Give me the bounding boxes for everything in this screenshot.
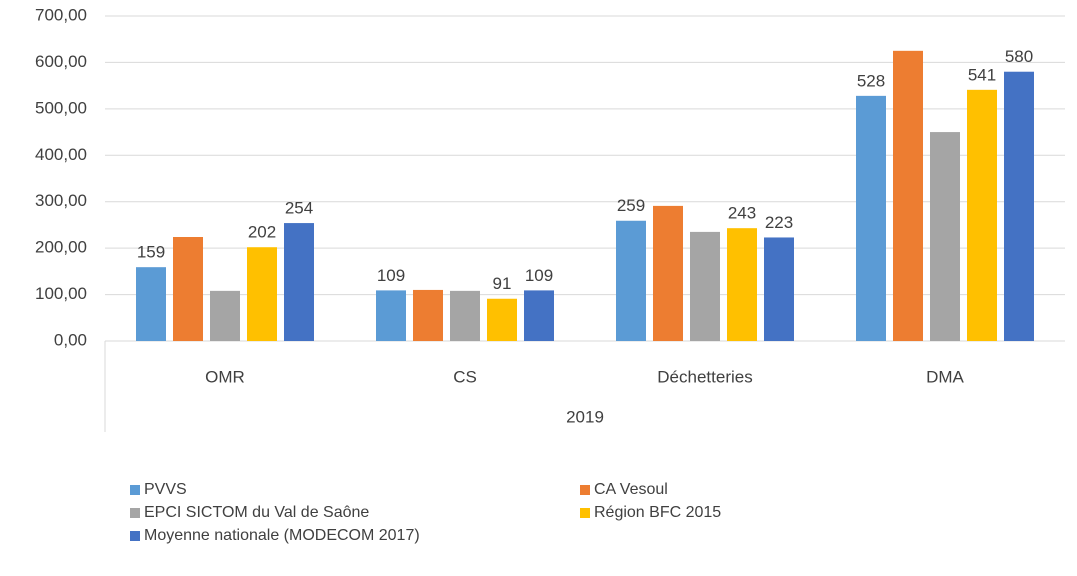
bar — [616, 220, 646, 341]
data-label: 541 — [968, 65, 996, 84]
bar — [136, 267, 166, 341]
data-label: 91 — [493, 274, 512, 293]
legend-label: EPCI SICTOM du Val de Saône — [144, 504, 369, 521]
bar — [764, 237, 794, 341]
y-tick-label: 700,00 — [35, 5, 87, 24]
legend-label: PVVS — [144, 481, 187, 498]
legend-swatch — [580, 485, 590, 495]
bar — [967, 89, 997, 341]
data-label: 254 — [285, 199, 313, 218]
y-tick-label: 100,00 — [35, 284, 87, 303]
group-label: 2019 — [566, 407, 604, 426]
data-label: 159 — [137, 243, 165, 262]
bar — [727, 228, 757, 341]
bar — [690, 231, 720, 341]
data-label: 259 — [617, 196, 645, 215]
bar — [930, 132, 960, 341]
y-tick-label: 0,00 — [54, 330, 87, 349]
y-tick-label: 200,00 — [35, 238, 87, 257]
bar — [487, 298, 517, 341]
legend-swatch — [130, 531, 140, 541]
bar — [450, 290, 480, 341]
bar — [376, 290, 406, 341]
data-label: 109 — [377, 266, 405, 285]
legend-swatch — [580, 508, 590, 518]
bar — [893, 50, 923, 341]
data-label: 580 — [1005, 47, 1033, 66]
data-label: 528 — [857, 71, 885, 90]
x-tick-label: Déchetteries — [657, 367, 752, 386]
bar — [173, 237, 203, 341]
bar — [284, 223, 314, 341]
legend-swatch — [130, 485, 140, 495]
y-tick-label: 400,00 — [35, 145, 87, 164]
legend-label: Région BFC 2015 — [594, 504, 721, 521]
data-label: 109 — [525, 266, 553, 285]
y-tick-label: 300,00 — [35, 191, 87, 210]
bar — [210, 290, 240, 341]
bar — [653, 205, 683, 341]
x-tick-label: OMR — [205, 367, 245, 386]
bar — [524, 290, 554, 341]
bar — [413, 289, 443, 341]
bar — [247, 247, 277, 341]
data-label: 202 — [248, 223, 276, 242]
data-label: 223 — [765, 213, 793, 232]
legend-label: CA Vesoul — [594, 481, 668, 498]
legend-label: Moyenne nationale (MODECOM 2017) — [144, 527, 420, 544]
bar — [856, 95, 886, 341]
y-tick-label: 600,00 — [35, 52, 87, 71]
data-label: 243 — [728, 204, 756, 223]
legend-swatch — [130, 508, 140, 518]
x-tick-label: DMA — [926, 367, 964, 386]
y-tick-label: 500,00 — [35, 98, 87, 117]
bar — [1004, 71, 1034, 341]
x-tick-label: CS — [453, 367, 477, 386]
